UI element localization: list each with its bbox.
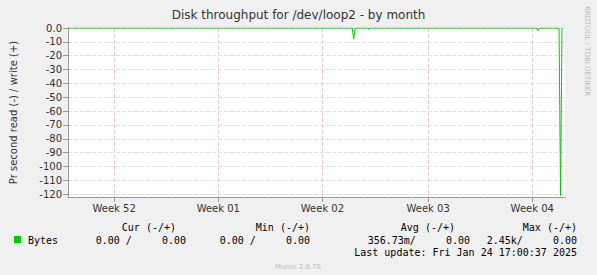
svg-text:-50: -50 — [46, 92, 62, 103]
svg-text:0.0: 0.0 — [46, 23, 62, 34]
svg-text:Cur (-/+): Cur (-/+) — [122, 222, 176, 233]
svg-text:Pr second read (-) / write (+): Pr second read (-) / write (+) — [8, 41, 19, 184]
svg-text:Last update: Fri Jan 24 17:00:: Last update: Fri Jan 24 17:00:37 2025 — [354, 247, 577, 258]
svg-text:-120: -120 — [39, 189, 62, 200]
svg-text:Bytes: Bytes — [28, 235, 58, 246]
svg-text:Week 03: Week 03 — [406, 203, 449, 214]
svg-text:-10: -10 — [46, 36, 62, 47]
svg-text:-90: -90 — [46, 147, 62, 158]
svg-text:-60: -60 — [46, 106, 62, 117]
svg-text:356.73m/ 0.00: 356.73m/ 0.00 — [368, 235, 470, 246]
svg-text:Max (-/+): Max (-/+) — [523, 222, 577, 233]
svg-text:-110: -110 — [39, 175, 62, 186]
svg-text:Munin 2.0.76: Munin 2.0.76 — [275, 263, 321, 271]
svg-text:Disk throughput for /dev/loop2: Disk throughput for /dev/loop2 - by mont… — [172, 8, 426, 22]
svg-text:-40: -40 — [46, 78, 62, 89]
svg-text:Avg (-/+): Avg (-/+) — [401, 222, 455, 233]
svg-text:-100: -100 — [39, 161, 62, 172]
svg-text:-20: -20 — [46, 50, 62, 61]
svg-text:RRDTOOL / TOBI OETIKER: RRDTOOL / TOBI OETIKER — [583, 6, 591, 96]
svg-text:Week 02: Week 02 — [301, 203, 344, 214]
svg-text:Week 52: Week 52 — [92, 203, 135, 214]
svg-text:Min (-/+): Min (-/+) — [256, 222, 310, 233]
svg-text:-70: -70 — [46, 119, 62, 130]
svg-text:0.00 / 0.00: 0.00 / 0.00 — [220, 235, 310, 246]
svg-text:2.45k/ 0.00: 2.45k/ 0.00 — [487, 235, 577, 246]
svg-text:Week 01: Week 01 — [197, 203, 240, 214]
svg-text:0.00 / 0.00: 0.00 / 0.00 — [96, 235, 186, 246]
svg-text:Week 04: Week 04 — [511, 203, 554, 214]
svg-text:-30: -30 — [46, 64, 62, 75]
svg-text:-80: -80 — [46, 133, 62, 144]
